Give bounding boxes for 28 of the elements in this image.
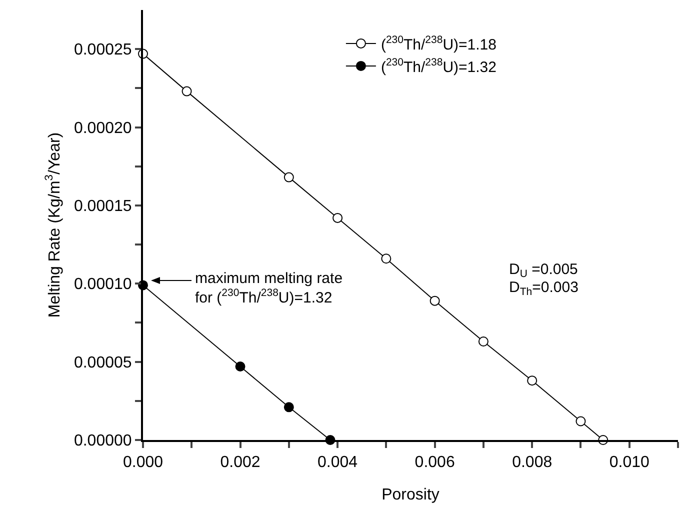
point xyxy=(527,376,538,386)
y-tick-label: 0.00020 xyxy=(74,120,132,137)
x-axis-title: Porosity xyxy=(382,486,440,504)
y-tick-label: 0.00000 xyxy=(74,432,132,450)
x-tick-label: 0.006 xyxy=(414,454,455,472)
point xyxy=(284,402,294,412)
point xyxy=(332,212,343,223)
y-tick-label: 0.00015 xyxy=(74,198,132,216)
x-tick-label: 0.010 xyxy=(609,454,650,472)
x-tick-label: 0.004 xyxy=(318,454,358,472)
point xyxy=(235,362,246,372)
x-tick-label: 0.008 xyxy=(512,454,552,472)
legend-label: ($^{230}$Th/$^{238}$U)=1.18 xyxy=(380,34,496,54)
x-tick-label: 0.000 xyxy=(122,454,164,472)
x-tick-label: 0.002 xyxy=(220,454,260,472)
annotation: maximum melting rate for ($^{230}$Th/$^{238}$U)=1.32 xyxy=(195,270,343,306)
point xyxy=(576,416,586,426)
legend-label: ($^{230}$Th/$^{238}$U)=1.32 xyxy=(380,56,496,76)
point xyxy=(182,86,192,96)
y-tick-label: 0.00005 xyxy=(74,354,132,372)
y-tick-label: 0.00025 xyxy=(74,42,132,59)
point xyxy=(478,336,488,346)
point xyxy=(284,172,294,182)
annotation: D$_{U}$ =0.005 xyxy=(509,261,578,280)
point xyxy=(381,254,392,264)
annotation: D$_{Th}$=0.003 xyxy=(509,279,578,298)
y-tick-label: 0.00010 xyxy=(74,276,132,294)
point xyxy=(430,296,440,306)
